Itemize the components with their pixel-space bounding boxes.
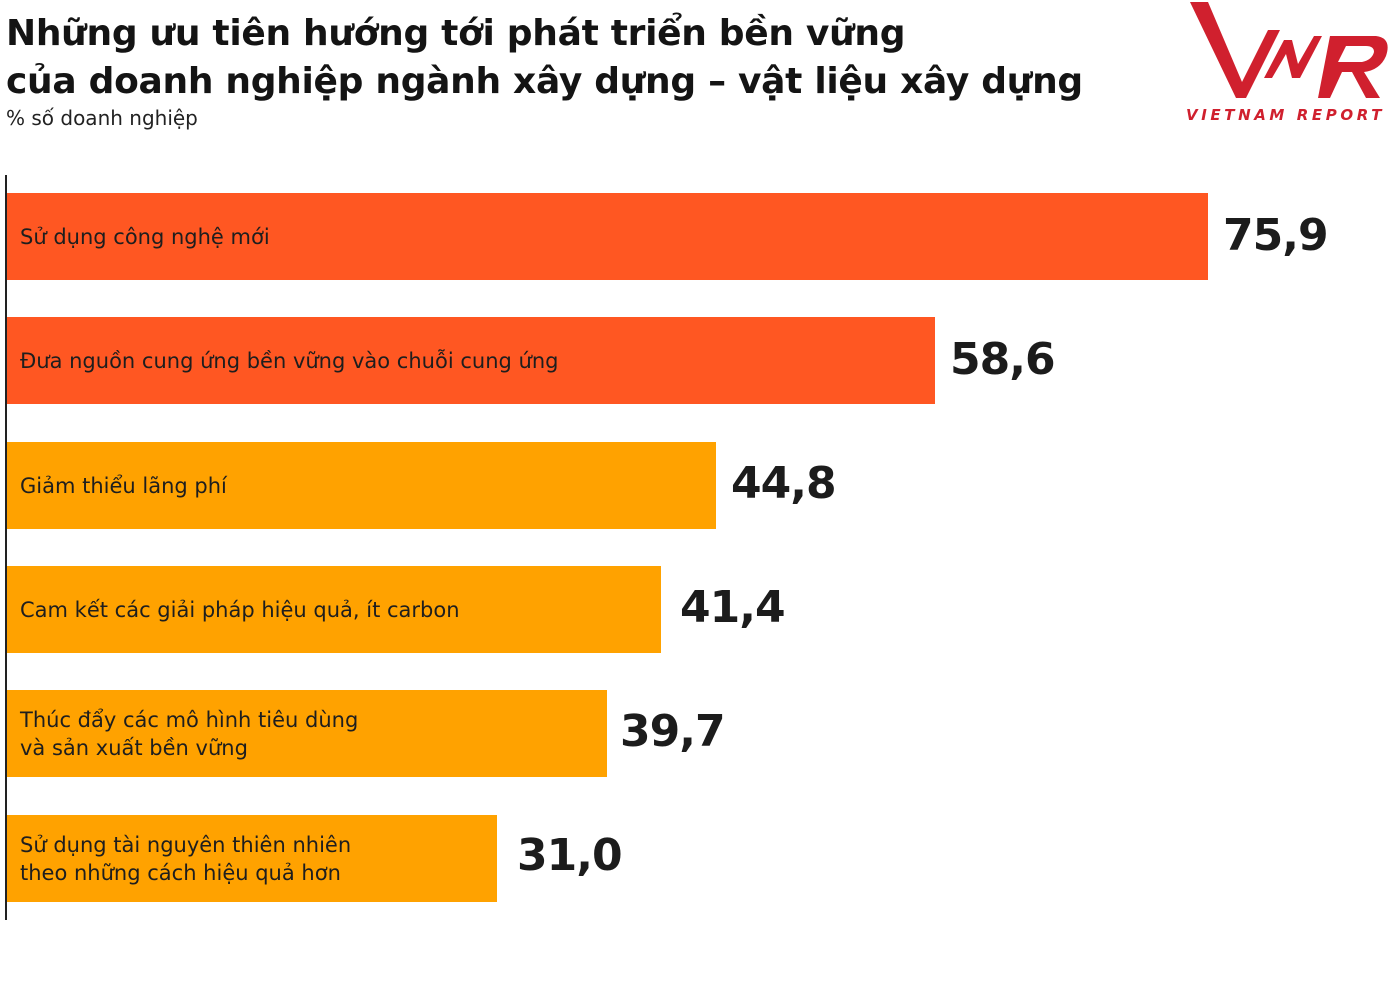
bar-0: Sử dụng công nghệ mới — [7, 193, 1208, 280]
bar-label: Sử dụng tài nguyên thiên nhiên theo nhữn… — [20, 832, 352, 885]
y-axis-line — [5, 175, 7, 920]
bar-3: Cam kết các giải pháp hiệu quả, ít carbo… — [7, 566, 661, 653]
bar-label: Đưa nguồn cung ứng bền vững vào chuỗi cu… — [20, 348, 559, 373]
bar-value: 41,4 — [680, 582, 786, 633]
chart-title: Những ưu tiên hướng tới phát triển bền v… — [6, 10, 1083, 106]
bar-1: Đưa nguồn cung ứng bền vững vào chuỗi cu… — [7, 317, 935, 404]
vnr-logo-icon — [1190, 2, 1388, 98]
bar-label: Thúc đẩy các mô hình tiêu dùng và sản xu… — [20, 707, 359, 760]
bar-value: 31,0 — [517, 830, 623, 881]
bar-label: Sử dụng công nghệ mới — [20, 224, 270, 249]
chart-subtitle: % số doanh nghiệp — [6, 106, 198, 130]
chart-title-line2: của doanh nghiệp ngành xây dựng – vật li… — [6, 61, 1083, 102]
bar-value: 75,9 — [1223, 210, 1329, 261]
bar-2: Giảm thiểu lãng phí — [7, 442, 716, 529]
bar-value: 58,6 — [950, 334, 1056, 385]
bar-label: Cam kết các giải pháp hiệu quả, ít carbo… — [20, 597, 460, 622]
logo-text: VIETNAM REPORT — [1186, 106, 1386, 124]
bar-4: Thúc đẩy các mô hình tiêu dùng và sản xu… — [7, 690, 607, 777]
bar-label: Giảm thiểu lãng phí — [20, 473, 227, 498]
bar-value: 44,8 — [731, 458, 837, 509]
bar-value: 39,7 — [620, 706, 726, 757]
chart-title-line1: Những ưu tiên hướng tới phát triển bền v… — [6, 13, 906, 54]
bar-5: Sử dụng tài nguyên thiên nhiên theo nhữn… — [7, 815, 497, 902]
